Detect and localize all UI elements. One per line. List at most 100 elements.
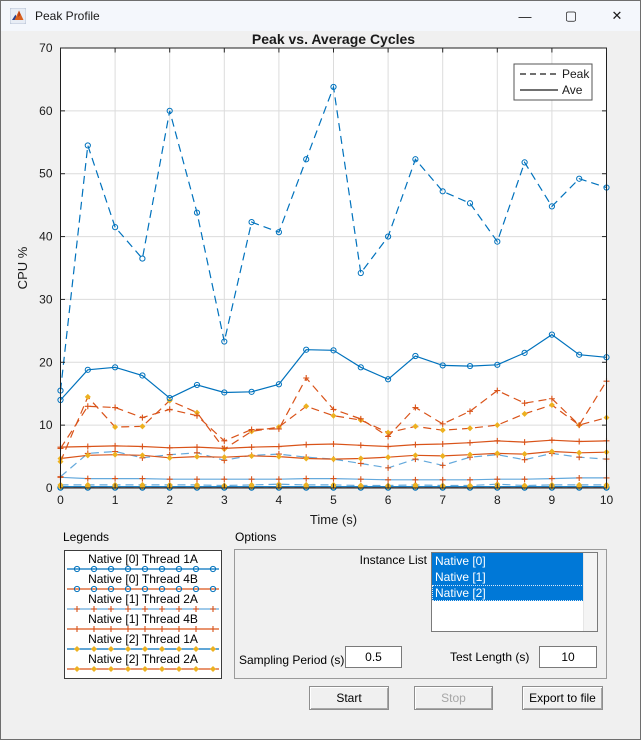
plus-marker xyxy=(330,406,337,413)
diamond-marker xyxy=(385,454,392,461)
series-native2-thread1A-peak xyxy=(57,481,610,489)
plus-marker xyxy=(194,412,200,419)
y-tick-label: 60 xyxy=(39,104,53,118)
diamond-marker xyxy=(330,412,337,419)
plus-marker xyxy=(74,626,80,632)
legend-item-1: Native [0] Thread 4B xyxy=(65,573,221,593)
circle-marker xyxy=(124,565,132,573)
matlab-app-icon xyxy=(10,8,26,24)
diamond-marker xyxy=(108,646,114,652)
circle-marker xyxy=(124,585,132,593)
axis-ticks xyxy=(60,47,607,489)
x-tick-label: 0 xyxy=(57,493,64,507)
legends-panel-label: Legends xyxy=(63,530,110,544)
minimize-button[interactable]: — xyxy=(518,8,532,24)
circle-marker xyxy=(175,585,183,593)
x-tick-label: 7 xyxy=(439,493,446,507)
instance-item-0[interactable]: Native [0] xyxy=(432,553,584,569)
circle-marker xyxy=(303,156,310,163)
circle-marker xyxy=(221,389,228,396)
plus-marker xyxy=(521,400,528,407)
plus-marker xyxy=(248,444,255,451)
plus-marker xyxy=(142,606,148,612)
x-tick-label: 4 xyxy=(276,493,283,507)
close-button[interactable]: ✕ xyxy=(611,8,623,23)
titlebar: Peak Profile — ▢ ✕ xyxy=(1,1,640,31)
x-tick-label: 5 xyxy=(330,493,337,507)
diamond-marker xyxy=(139,481,146,488)
diamond-marker xyxy=(439,427,446,434)
diamond-marker xyxy=(221,454,228,461)
plus-marker xyxy=(357,476,364,483)
test-length-label: Test Length (s) xyxy=(450,650,530,664)
x-tick-label: 6 xyxy=(385,493,392,507)
listbox-scrollbar[interactable] xyxy=(583,553,597,631)
circle-marker xyxy=(139,372,146,379)
diamond-marker xyxy=(91,666,97,672)
plus-marker xyxy=(84,403,91,410)
y-tick-label: 40 xyxy=(39,230,53,244)
chart: 0 1 2 3 4 5 6 7 8 9 10 0 10 20 30 40 50 60 70 Peak vs. Aver… xyxy=(15,31,613,527)
plus-marker xyxy=(176,606,182,612)
plus-marker xyxy=(139,475,146,482)
circle-marker xyxy=(141,585,149,593)
stop-button[interactable]: Stop xyxy=(414,686,493,710)
plus-marker xyxy=(194,444,200,451)
plus-marker xyxy=(494,476,501,483)
test-length-input[interactable] xyxy=(539,646,597,668)
plus-marker xyxy=(385,443,392,450)
chart-legend-label: Peak xyxy=(562,67,590,81)
plus-marker xyxy=(275,443,282,450)
diamond-marker xyxy=(142,646,148,652)
diamond-marker xyxy=(84,481,91,488)
diamond-marker xyxy=(467,425,473,432)
diamond-marker xyxy=(275,453,282,460)
diamond-marker xyxy=(125,646,131,652)
plus-marker xyxy=(521,439,528,446)
diamond-marker xyxy=(125,666,131,672)
diamond-marker xyxy=(84,452,91,459)
plus-marker xyxy=(125,606,131,612)
circle-marker xyxy=(90,565,98,573)
circle-marker xyxy=(439,188,446,195)
plus-marker xyxy=(166,406,173,413)
plus-marker xyxy=(248,426,255,433)
circle-marker xyxy=(193,209,201,216)
diamond-marker xyxy=(176,666,182,672)
circle-marker xyxy=(112,224,119,231)
circle-marker xyxy=(439,362,446,369)
diamond-marker xyxy=(74,646,80,652)
plus-marker xyxy=(193,626,199,632)
maximize-button[interactable]: ▢ xyxy=(564,8,578,23)
y-tick-label: 50 xyxy=(39,167,53,181)
instance-listbox[interactable]: Native [0] Native [1] Native [2] xyxy=(431,552,598,632)
plus-marker xyxy=(210,606,216,612)
plus-marker xyxy=(166,476,173,483)
circle-marker xyxy=(357,269,364,277)
x-tick-label: 1 xyxy=(112,493,119,507)
diamond-marker xyxy=(248,452,255,459)
export-to-file-button[interactable]: Export to file xyxy=(522,686,603,710)
plus-marker xyxy=(210,626,216,632)
instance-item-1[interactable]: Native [1] xyxy=(432,569,584,585)
x-tick-label: 9 xyxy=(549,493,556,507)
instance-item-2[interactable]: Native [2] xyxy=(432,585,584,601)
circle-marker xyxy=(548,203,556,210)
legend-item-2: Native [1] Thread 2A xyxy=(65,593,221,613)
plus-marker xyxy=(166,444,173,451)
sampling-period-input[interactable] xyxy=(345,646,402,668)
legend-item-label: Native [2] Thread 1A xyxy=(88,632,198,646)
circle-marker xyxy=(139,255,146,262)
plus-marker xyxy=(84,475,91,482)
circle-marker xyxy=(175,565,183,573)
plus-marker xyxy=(439,476,446,483)
circle-marker xyxy=(330,347,337,354)
start-button[interactable]: Start xyxy=(309,686,389,710)
plus-marker xyxy=(494,387,501,394)
instance-list-label: Instance List xyxy=(359,553,427,567)
plus-marker xyxy=(125,626,131,632)
diamond-marker xyxy=(576,481,583,488)
diamond-marker xyxy=(176,646,182,652)
series-native0-thread1A-ave xyxy=(57,331,610,404)
plus-marker xyxy=(412,404,419,411)
